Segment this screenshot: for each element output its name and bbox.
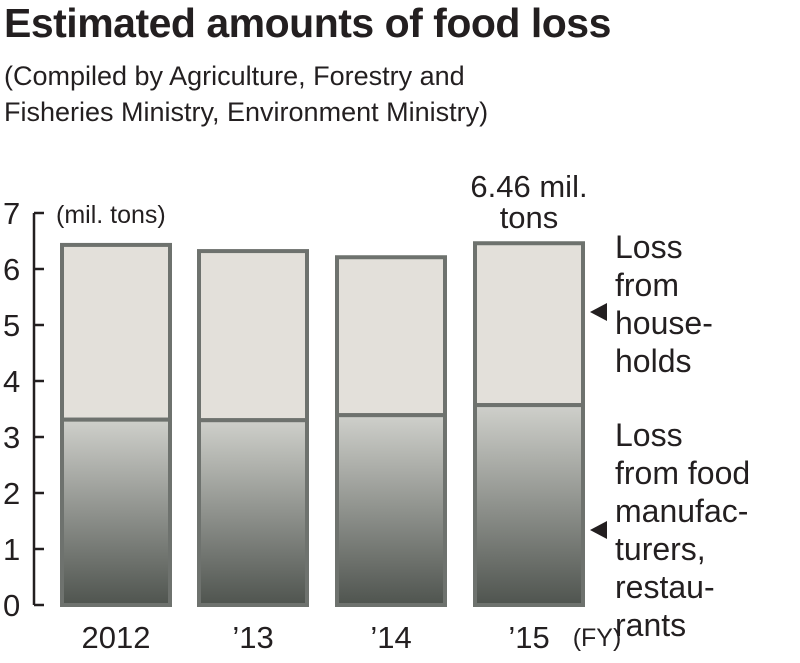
subtitle-line-1: (Compiled by Agriculture, Forestry and (4, 61, 465, 91)
chart-title: Estimated amounts of food loss (4, 0, 611, 46)
bar-manufacturers-restaurants (335, 413, 447, 607)
bar-households (335, 255, 447, 418)
labels: 2012’13’14’15 (FY)6.46 mil.tonsLossfromho… (82, 169, 751, 655)
legend-business-arrow-icon (590, 521, 607, 539)
bar-households (197, 249, 309, 423)
x-category-label: ’13 (232, 620, 273, 655)
x-category-label: ’15 (508, 620, 549, 655)
y-tick-label: 0 (3, 588, 20, 623)
total-annotation-line-1: 6.46 mil. (470, 169, 587, 204)
x-category-label: ’14 (370, 620, 411, 655)
legend-business-text: rants (615, 607, 686, 643)
y-tick-label: 2 (3, 476, 20, 511)
fiscal-year-suffix: (FY) (573, 624, 622, 652)
legend-business-text: manufac- (615, 493, 748, 529)
y-axis-unit-label: (mil. tons) (56, 201, 166, 229)
legend-households-arrow-icon (590, 303, 607, 321)
y-axis: 0 1 2 3 4 5 6 7 (mil. tons) (3, 196, 166, 623)
bars (60, 241, 585, 608)
legend-households-text: holds (615, 343, 692, 379)
y-tick-label: 3 (3, 420, 20, 455)
bar-households (473, 241, 585, 408)
legend-business-text: restau- (615, 569, 715, 605)
legend-households-text: Loss (615, 229, 683, 265)
bar-manufacturers-restaurants (197, 418, 309, 608)
bar-manufacturers-restaurants (473, 403, 585, 607)
chart-subtitle: (Compiled by Agriculture, Forestry and F… (4, 58, 794, 130)
legend-households-text: from (615, 267, 679, 303)
legend-households-text: house- (615, 305, 713, 341)
x-category-label: 2012 (82, 620, 151, 655)
y-tick-label: 7 (3, 196, 20, 231)
bar-households (60, 242, 172, 422)
y-tick-label: 1 (3, 532, 20, 567)
legend-business-text: Loss (615, 417, 683, 453)
y-tick-label: 5 (3, 308, 20, 343)
subtitle-line-2: Fisheries Ministry, Environment Ministry… (4, 97, 489, 127)
y-tick-label: 4 (3, 364, 20, 399)
legend-business-text: turers, (615, 531, 706, 567)
total-annotation-line-2: tons (500, 200, 559, 235)
y-tick-label: 6 (3, 252, 20, 287)
legend-business-text: from food (615, 455, 750, 491)
bar-manufacturers-restaurants (60, 417, 172, 608)
